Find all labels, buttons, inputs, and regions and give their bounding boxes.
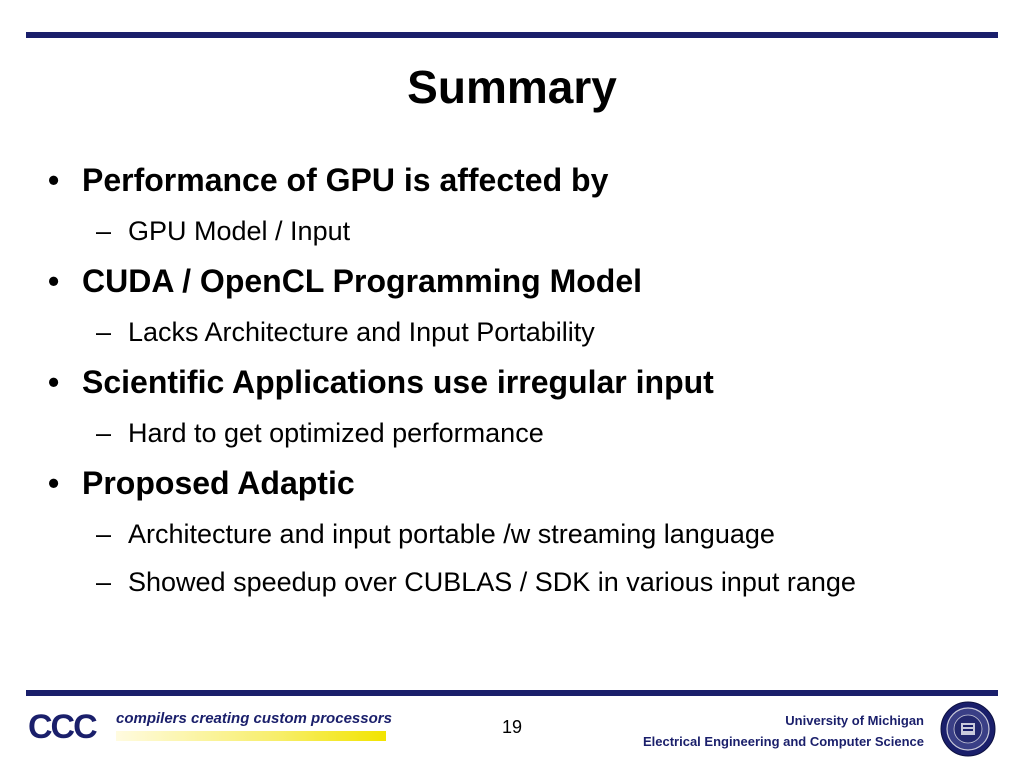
affiliation-line1: University of Michigan: [785, 713, 924, 728]
sub-bullet-text: GPU Model / Input: [128, 216, 351, 246]
bullet-item: • CUDA / OpenCL Programming Model: [48, 261, 998, 301]
bullet-symbol: •: [48, 263, 60, 299]
page-number: 19: [501, 717, 523, 737]
sub-bullet-item: – Architecture and input portable /w str…: [48, 516, 998, 552]
logo-bar: [116, 731, 386, 741]
sub-bullet-item: – Showed speedup over CUBLAS / SDK in va…: [48, 564, 998, 600]
bullet-item: • Proposed Adaptic: [48, 463, 998, 503]
sub-bullet-item: – GPU Model / Input: [48, 213, 998, 249]
university-seal-icon: [940, 701, 996, 757]
bullet-item: • Scientific Applications use irregular …: [48, 362, 998, 402]
bullet-symbol: •: [48, 465, 60, 501]
bullet-text: Performance of GPU is affected by: [82, 162, 609, 198]
ccc-logo: CCC compilers creating custom processors: [28, 706, 392, 746]
bullet-symbol: •: [48, 162, 60, 198]
sub-bullet-symbol: –: [96, 418, 112, 448]
bullet-text: Proposed Adaptic: [82, 465, 355, 501]
logo-text: CCC: [28, 708, 98, 746]
bullet-list: • Performance of GPU is affected by – GP…: [48, 155, 998, 612]
bottom-rule: [26, 690, 998, 696]
bullet-text: CUDA / OpenCL Programming Model: [82, 263, 643, 299]
bullet-text: Scientific Applications use irregular in…: [82, 364, 714, 400]
logo-tagline: compilers creating custom processors: [116, 710, 392, 727]
top-rule: [26, 32, 998, 38]
slide-title: Summary: [407, 61, 617, 113]
sub-bullet-symbol: –: [96, 567, 112, 597]
sub-bullet-item: – Lacks Architecture and Input Portabili…: [48, 314, 998, 350]
sub-bullet-symbol: –: [96, 216, 112, 246]
sub-bullet-text: Showed speedup over CUBLAS / SDK in vari…: [128, 567, 856, 597]
affiliation-line2: Electrical Engineering and Computer Scie…: [642, 734, 924, 749]
bullet-item: • Performance of GPU is affected by: [48, 160, 998, 200]
affiliation: University of Michigan Electrical Engine…: [643, 710, 924, 752]
bullet-symbol: •: [48, 364, 60, 400]
sub-bullet-symbol: –: [96, 519, 112, 549]
sub-bullet-text: Hard to get optimized performance: [128, 418, 544, 448]
sub-bullet-text: Architecture and input portable /w strea…: [128, 519, 775, 549]
sub-bullet-symbol: –: [96, 317, 112, 347]
sub-bullet-text: Lacks Architecture and Input Portability: [128, 317, 595, 347]
sub-bullet-item: – Hard to get optimized performance: [48, 415, 998, 451]
